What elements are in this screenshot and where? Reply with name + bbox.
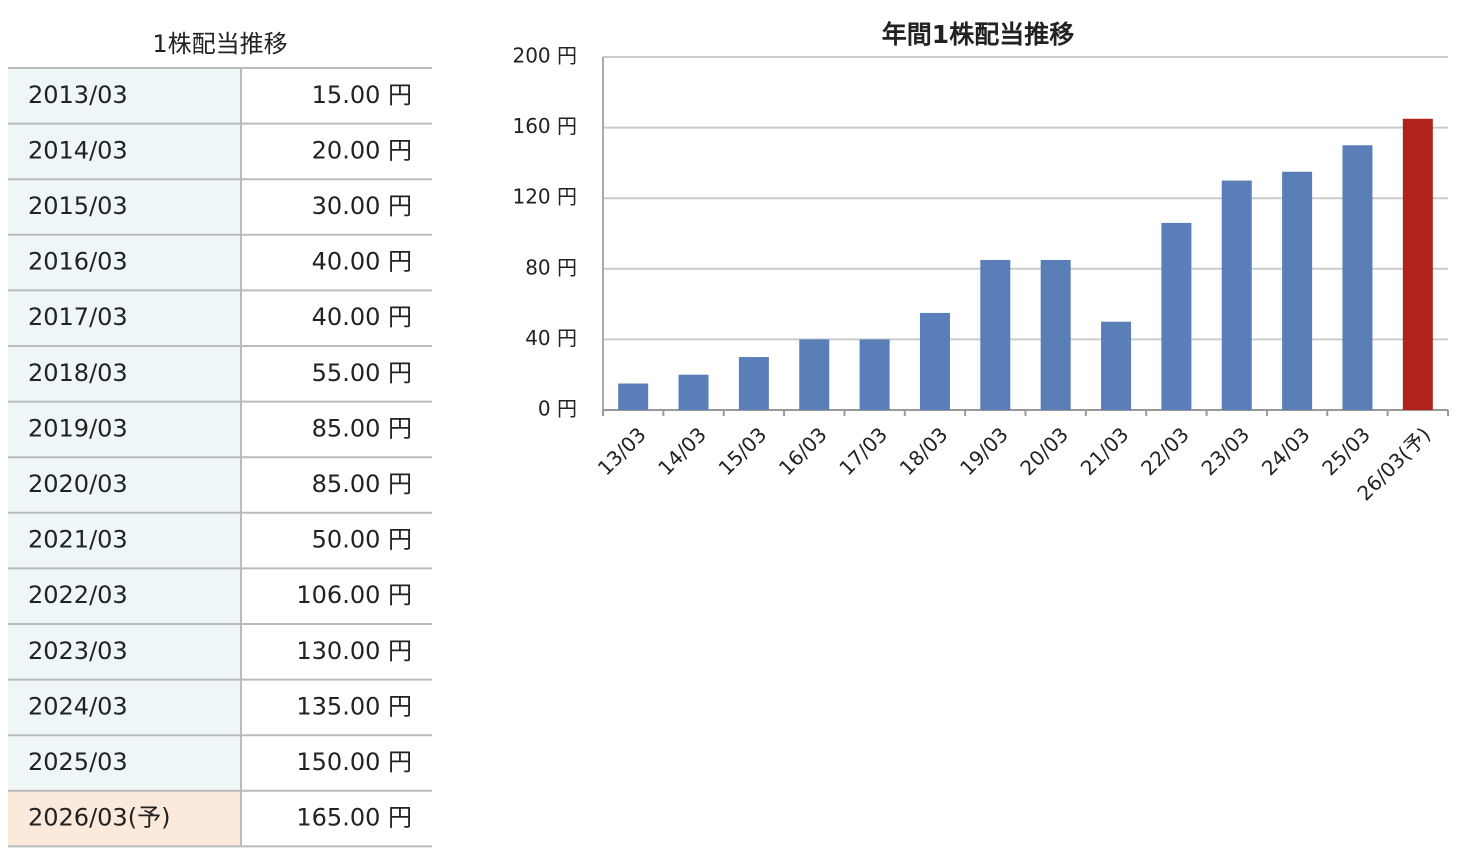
table-label: 2013/03 — [28, 81, 128, 109]
table-value: 30.00 円 — [312, 192, 412, 220]
bar — [1101, 321, 1132, 410]
x-tick-label: 21/03 — [1076, 422, 1134, 480]
table-label-cell — [8, 624, 241, 680]
table-label-cell — [8, 679, 241, 736]
y-tick-label: 200 円 — [512, 44, 577, 68]
x-tick-label: 19/03 — [955, 422, 1013, 480]
x-tick-label: 15/03 — [714, 422, 772, 480]
y-tick-label: 160 円 — [512, 114, 577, 138]
table-value: 135.00 円 — [296, 692, 412, 720]
table-label: 2019/03 — [28, 414, 128, 442]
table-value: 20.00 円 — [312, 136, 412, 164]
y-tick-label: 0 円 — [538, 397, 577, 421]
x-tick-label: 23/03 — [1196, 422, 1254, 480]
table-label-cell — [8, 346, 241, 402]
table-label-cell — [8, 234, 241, 291]
bar — [1342, 145, 1373, 410]
table-label: 2014/03 — [28, 136, 128, 164]
bar — [859, 339, 890, 410]
x-tick-label: 25/03 — [1317, 422, 1375, 480]
bar — [738, 357, 769, 410]
x-tick-label: 20/03 — [1015, 422, 1073, 480]
x-tick-label: 13/03 — [593, 422, 651, 480]
bar — [1221, 180, 1252, 410]
table-label-cell — [8, 290, 241, 346]
x-tick-label: 17/03 — [834, 422, 892, 480]
bar — [678, 374, 709, 410]
x-tick-label: 14/03 — [653, 422, 711, 480]
bar — [1282, 171, 1313, 410]
table-label-cell — [8, 401, 241, 458]
chart-title: 年間1株配当推移 — [882, 20, 1074, 49]
bar — [980, 259, 1011, 410]
table-label: 2023/03 — [28, 637, 128, 665]
table-value: 85.00 円 — [312, 470, 412, 498]
table-label-cell — [8, 790, 241, 847]
bar — [1402, 118, 1433, 411]
table-value: 85.00 円 — [312, 414, 412, 442]
table-label: 2020/03 — [28, 470, 128, 498]
table-label-cell — [8, 568, 241, 624]
table-value: 106.00 円 — [296, 581, 412, 609]
table-value: 50.00 円 — [312, 526, 412, 554]
table-label: 2021/03 — [28, 526, 128, 554]
bar — [1040, 259, 1071, 410]
table-value: 130.00 円 — [296, 637, 412, 665]
table-value: 165.00 円 — [296, 804, 412, 832]
bar — [799, 339, 830, 410]
y-tick-label: 120 円 — [512, 185, 577, 209]
table-label: 2024/03 — [28, 692, 128, 720]
bar — [1161, 222, 1192, 410]
table-label: 2016/03 — [28, 248, 128, 276]
table-label-cell — [8, 735, 241, 791]
bar — [618, 383, 649, 410]
y-tick-label: 80 円 — [525, 255, 577, 279]
table-label-cell — [8, 123, 241, 180]
table-value: 40.00 円 — [312, 303, 412, 331]
table-label-cell — [8, 457, 241, 513]
table-label: 2026/03(予) — [28, 804, 170, 832]
x-tick-label: 18/03 — [895, 422, 953, 480]
table-value: 55.00 円 — [312, 359, 412, 387]
table-title: 1株配当推移 — [152, 30, 287, 58]
x-tick-label: 22/03 — [1136, 422, 1194, 480]
table-value: 40.00 円 — [312, 248, 412, 276]
bar — [919, 312, 950, 410]
x-tick-label: 16/03 — [774, 422, 832, 480]
table-label: 2025/03 — [28, 748, 128, 776]
y-tick-label: 40 円 — [525, 326, 577, 350]
table-value: 150.00 円 — [296, 748, 412, 776]
table-label: 2015/03 — [28, 192, 128, 220]
x-tick-label: 24/03 — [1257, 422, 1315, 480]
table-label: 2017/03 — [28, 303, 128, 331]
table-label: 2022/03 — [28, 581, 128, 609]
table-label-cell — [8, 512, 241, 569]
table-label-cell — [8, 179, 241, 235]
table-label-cell — [8, 68, 241, 124]
table-label: 2018/03 — [28, 359, 128, 387]
table-value: 15.00 円 — [312, 81, 412, 109]
